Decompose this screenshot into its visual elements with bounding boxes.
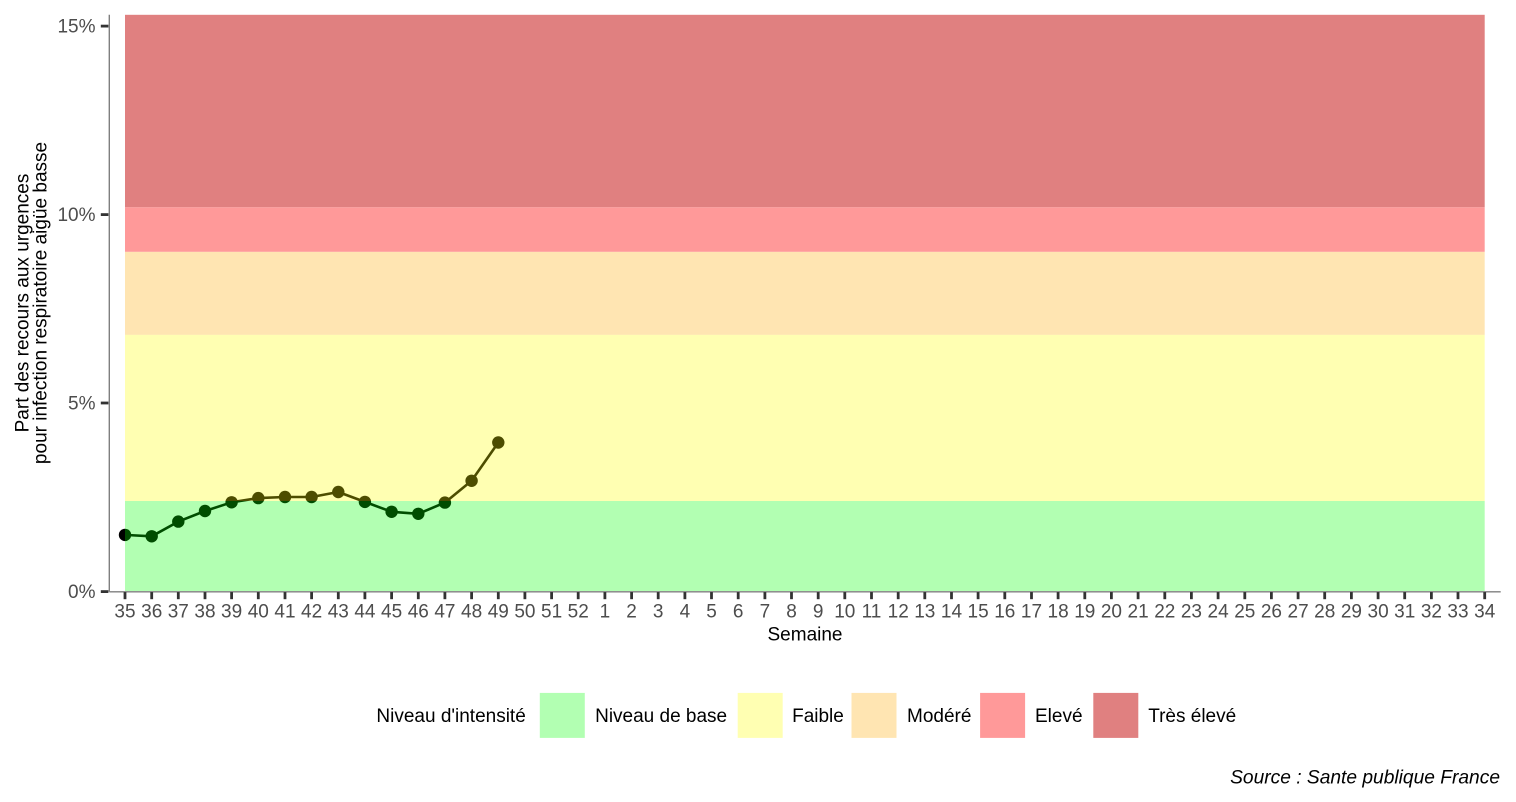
svg-text:Faible: Faible — [792, 706, 844, 727]
svg-text:pour infection respiratoire ai: pour infection respiratoire aigüe basse — [31, 142, 52, 464]
svg-text:0%: 0% — [68, 582, 96, 603]
svg-text:25: 25 — [1234, 602, 1255, 623]
svg-text:Elevé: Elevé — [1035, 706, 1083, 727]
svg-text:Niveau de base: Niveau de base — [595, 706, 727, 727]
svg-text:Semaine: Semaine — [768, 625, 843, 646]
svg-text:2: 2 — [626, 602, 637, 623]
svg-text:41: 41 — [274, 602, 295, 623]
svg-text:5%: 5% — [68, 394, 96, 415]
svg-text:39: 39 — [221, 602, 242, 623]
svg-text:49: 49 — [488, 602, 509, 623]
svg-text:7: 7 — [760, 602, 771, 623]
svg-text:38: 38 — [194, 602, 215, 623]
svg-text:8: 8 — [786, 602, 797, 623]
svg-text:43: 43 — [328, 602, 349, 623]
svg-text:16: 16 — [994, 602, 1015, 623]
svg-text:40: 40 — [248, 602, 269, 623]
svg-text:24: 24 — [1208, 602, 1230, 623]
svg-text:3: 3 — [653, 602, 664, 623]
svg-text:48: 48 — [461, 602, 482, 623]
svg-text:29: 29 — [1341, 602, 1362, 623]
svg-text:6: 6 — [733, 602, 744, 623]
svg-text:52: 52 — [568, 602, 589, 623]
svg-text:28: 28 — [1314, 602, 1335, 623]
svg-text:44: 44 — [354, 602, 376, 623]
svg-text:11: 11 — [862, 602, 882, 623]
svg-text:51: 51 — [541, 602, 562, 623]
svg-text:20: 20 — [1101, 602, 1122, 623]
svg-text:Modéré: Modéré — [907, 706, 971, 727]
svg-text:1: 1 — [600, 602, 611, 623]
svg-text:31: 31 — [1394, 602, 1415, 623]
svg-text:14: 14 — [941, 602, 963, 623]
svg-text:18: 18 — [1048, 602, 1069, 623]
svg-text:9: 9 — [813, 602, 824, 623]
svg-text:Part des recours aux urgences: Part des recours aux urgences — [13, 174, 34, 433]
svg-text:46: 46 — [408, 602, 429, 623]
svg-text:13: 13 — [914, 602, 935, 623]
svg-text:32: 32 — [1421, 602, 1442, 623]
svg-text:12: 12 — [888, 602, 909, 623]
svg-text:42: 42 — [301, 602, 322, 623]
svg-text:5: 5 — [706, 602, 717, 623]
svg-text:33: 33 — [1447, 602, 1468, 623]
svg-text:36: 36 — [141, 602, 162, 623]
svg-text:27: 27 — [1288, 602, 1309, 623]
svg-text:Niveau d'intensité: Niveau d'intensité — [376, 706, 525, 727]
svg-text:35: 35 — [114, 602, 135, 623]
svg-text:17: 17 — [1021, 602, 1042, 623]
svg-text:10%: 10% — [57, 205, 95, 226]
svg-text:10: 10 — [834, 602, 855, 623]
svg-text:15%: 15% — [57, 17, 95, 38]
svg-text:23: 23 — [1181, 602, 1202, 623]
svg-text:47: 47 — [434, 602, 455, 623]
svg-text:21: 21 — [1128, 602, 1149, 623]
svg-text:19: 19 — [1074, 602, 1095, 623]
svg-text:45: 45 — [381, 602, 402, 623]
svg-text:50: 50 — [514, 602, 535, 623]
svg-text:26: 26 — [1261, 602, 1282, 623]
svg-text:37: 37 — [168, 602, 189, 623]
svg-text:15: 15 — [968, 602, 989, 623]
svg-text:34: 34 — [1474, 602, 1496, 623]
svg-text:Très élevé: Très élevé — [1148, 706, 1236, 727]
svg-text:Source : Sante publique France: Source : Sante publique France — [1230, 767, 1500, 788]
svg-text:30: 30 — [1368, 602, 1389, 623]
svg-text:22: 22 — [1154, 602, 1175, 623]
svg-text:4: 4 — [680, 602, 691, 623]
